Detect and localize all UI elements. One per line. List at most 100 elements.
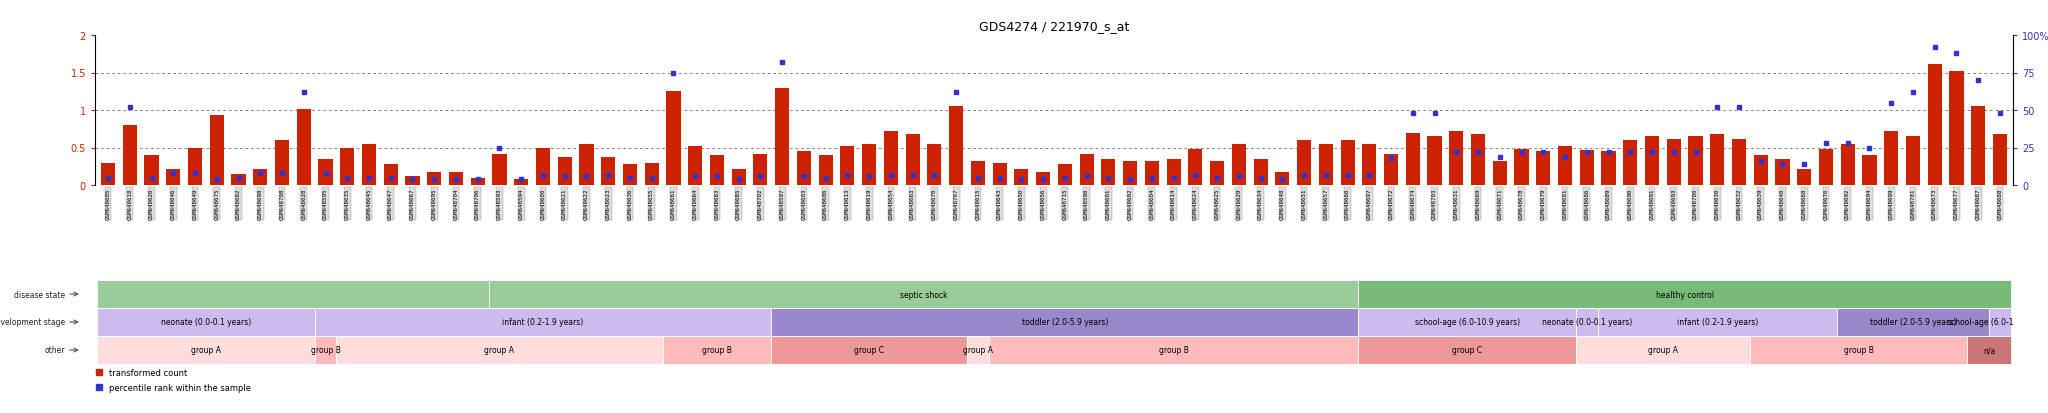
Bar (711, 156, 725, 185)
Text: infant (0.2-1.9 years): infant (0.2-1.9 years) (1677, 318, 1757, 327)
Text: group A: group A (190, 346, 221, 355)
Text: other: other (45, 346, 66, 355)
Text: GSM648670: GSM648670 (932, 188, 936, 220)
Text: group C: group C (854, 346, 885, 355)
Bar (100, 163, 115, 185)
Text: GSM648673: GSM648673 (1931, 188, 1937, 220)
Bar (1559, 147, 1573, 185)
Bar (1231, 145, 1245, 185)
Text: GSM648654: GSM648654 (889, 188, 893, 220)
Bar (666, 92, 680, 185)
Bar (1470, 135, 1485, 185)
Text: GSM648619: GSM648619 (866, 188, 872, 220)
Text: GSM648660: GSM648660 (1346, 188, 1350, 220)
Text: GSM648687: GSM648687 (1976, 188, 1980, 220)
Bar (96, 280, 489, 308)
Bar (623, 165, 637, 185)
Bar (1776, 159, 1790, 185)
Text: GSM648597: GSM648597 (780, 188, 784, 220)
Bar (1602, 152, 1616, 185)
Bar (188, 148, 203, 185)
Bar (1427, 137, 1442, 185)
Text: GSM648639: GSM648639 (1759, 188, 1763, 220)
Bar (905, 135, 920, 185)
Text: GSM648692: GSM648692 (1845, 188, 1849, 220)
Text: GSM648606: GSM648606 (823, 188, 827, 220)
Text: GSM648697: GSM648697 (1366, 188, 1372, 220)
Bar (1036, 172, 1051, 185)
Text: GSM648623: GSM648623 (606, 188, 610, 220)
Bar (340, 148, 354, 185)
Bar (1968, 336, 2011, 364)
Text: GSM648663: GSM648663 (909, 188, 915, 220)
Text: GSM648672: GSM648672 (1389, 188, 1393, 220)
Text: GSM648667: GSM648667 (410, 188, 416, 220)
Bar (1645, 137, 1659, 185)
Bar (1296, 141, 1311, 185)
Bar (514, 180, 528, 185)
Bar (772, 336, 967, 364)
Bar (166, 169, 180, 185)
Text: GSM648669: GSM648669 (1475, 188, 1481, 220)
Bar (1122, 161, 1137, 185)
Text: GSM648643: GSM648643 (997, 188, 1001, 220)
Text: GSM648601: GSM648601 (1106, 188, 1110, 220)
Text: GSM648655: GSM648655 (649, 188, 653, 220)
Bar (971, 161, 985, 185)
Bar (231, 174, 246, 185)
Text: toddler (2.0-5.9 years): toddler (2.0-5.9 years) (1870, 318, 1956, 327)
Bar (1579, 150, 1593, 185)
Text: group A: group A (1649, 346, 1677, 355)
Text: GSM648604: GSM648604 (1149, 188, 1155, 220)
Bar (317, 159, 332, 185)
Bar (1188, 150, 1202, 185)
Text: GSM648593: GSM648593 (498, 188, 502, 220)
Text: GSM648699: GSM648699 (1888, 188, 1894, 220)
Text: GSM648706: GSM648706 (475, 188, 479, 220)
Text: healthy control: healthy control (1655, 290, 1714, 299)
Text: school-age (6.0-10.9 years): school-age (6.0-10.9 years) (1948, 318, 2048, 327)
Bar (1513, 150, 1528, 185)
Bar (145, 156, 158, 185)
Text: septic shock: septic shock (899, 290, 948, 299)
Bar (1970, 107, 1985, 185)
Bar (1989, 308, 2011, 336)
Text: GSM648646: GSM648646 (170, 188, 176, 220)
Text: GSM648715: GSM648715 (1063, 188, 1067, 220)
Bar (1749, 336, 1968, 364)
Text: GSM648594: GSM648594 (518, 188, 524, 220)
Text: GSM648682: GSM648682 (236, 188, 242, 220)
Bar (254, 169, 268, 185)
Text: GSM648598: GSM648598 (1083, 188, 1090, 220)
Bar (602, 157, 614, 185)
Text: group A: group A (485, 346, 514, 355)
Text: GSM648650: GSM648650 (1020, 188, 1024, 220)
Bar (580, 145, 594, 185)
Text: GSM648602: GSM648602 (1128, 188, 1133, 220)
Bar (1597, 308, 1837, 336)
Bar (993, 163, 1008, 185)
Text: group B: group B (1159, 346, 1188, 355)
Text: GSM648671: GSM648671 (1497, 188, 1503, 220)
Text: GSM648668: GSM648668 (1802, 188, 1806, 220)
Text: GSM648661: GSM648661 (672, 188, 676, 220)
Text: group C: group C (1452, 346, 1483, 355)
Bar (774, 88, 788, 185)
Text: GSM648600: GSM648600 (541, 188, 545, 220)
Bar (1276, 172, 1290, 185)
Text: GSM648620: GSM648620 (150, 188, 154, 220)
Text: GSM648634: GSM648634 (1257, 188, 1264, 220)
Bar (123, 126, 137, 185)
Bar (1950, 72, 1964, 185)
Bar (489, 280, 1358, 308)
Text: school-age (6.0-10.9 years): school-age (6.0-10.9 years) (1415, 318, 1520, 327)
Text: neonate (0.0-0.1 years): neonate (0.0-0.1 years) (1542, 318, 1632, 327)
Text: GSM648704: GSM648704 (453, 188, 459, 220)
Text: GSM648628: GSM648628 (301, 188, 307, 220)
Bar (96, 336, 315, 364)
Bar (1837, 308, 1989, 336)
Bar (1362, 145, 1376, 185)
Bar (1253, 159, 1268, 185)
Bar (1884, 132, 1898, 185)
Text: GSM648649: GSM648649 (193, 188, 197, 220)
